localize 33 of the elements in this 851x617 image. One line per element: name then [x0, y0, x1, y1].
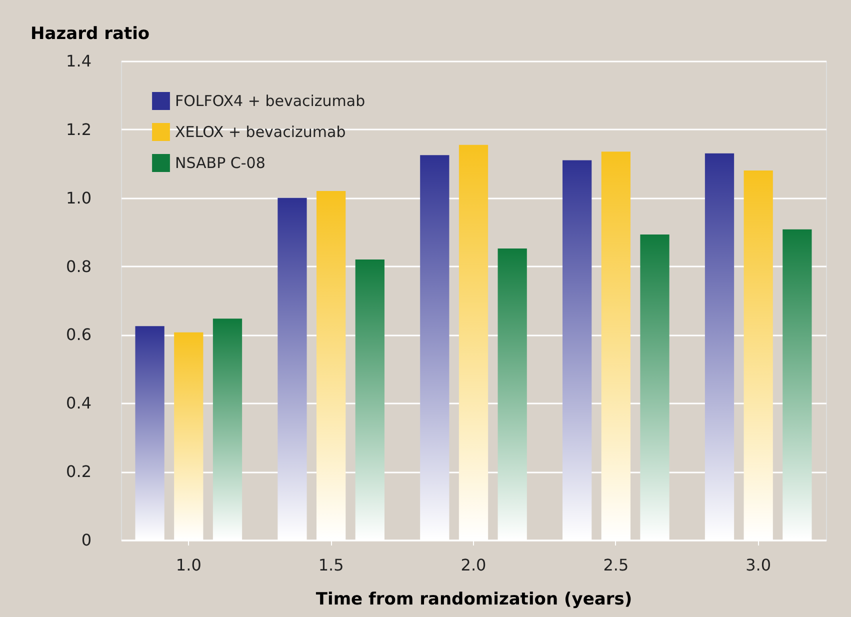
y-tick-label: 1.4	[66, 52, 92, 70]
x-axis-title: Time from randomization (years)	[316, 590, 632, 610]
y-tick-label: 1.2	[66, 120, 92, 139]
legend-label: XELOX + bevacizumab	[175, 123, 346, 141]
x-tick-label: 2.0	[460, 556, 486, 574]
bar	[640, 234, 670, 540]
y-tick-label: 1.0	[66, 188, 92, 208]
bar	[782, 229, 812, 540]
bar	[316, 191, 346, 540]
y-tick-label: 0.6	[66, 325, 92, 344]
bar	[601, 152, 630, 540]
bar	[458, 144, 488, 540]
bar	[278, 198, 307, 540]
bar	[744, 170, 773, 540]
y-axis-title: Hazard ratio	[30, 24, 150, 44]
x-tick-label: 2.5	[603, 556, 629, 574]
y-tick-label: 0.8	[66, 256, 92, 276]
y-tick-label: 0.2	[66, 462, 92, 482]
y-tick-label: 0	[81, 530, 92, 550]
bar	[498, 248, 527, 540]
legend-label: FOLFOX4 + bevacizumab	[175, 92, 366, 110]
x-tick-label: 1.0	[176, 556, 202, 574]
bar	[704, 153, 734, 540]
bar	[174, 332, 204, 540]
y-tick-label: 0.4	[66, 394, 92, 413]
bar	[420, 155, 450, 540]
bar	[562, 160, 592, 540]
bar	[212, 318, 242, 540]
x-tick-label: 3.0	[746, 556, 772, 574]
legend-label: NSABP C-08	[175, 154, 266, 172]
bar	[135, 326, 164, 540]
x-tick-label: 1.5	[318, 556, 344, 574]
bar	[355, 259, 384, 540]
